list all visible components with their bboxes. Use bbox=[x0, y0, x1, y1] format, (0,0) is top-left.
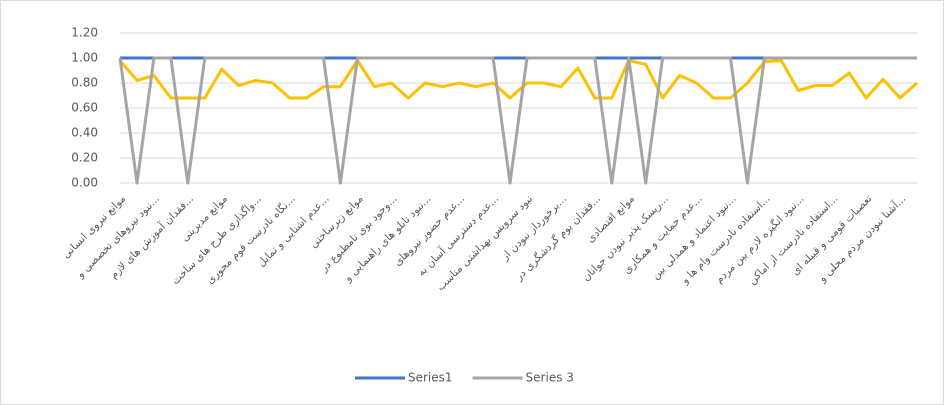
y-tick-label: 0.60 bbox=[71, 101, 98, 115]
y-tick-label: 1.00 bbox=[71, 51, 98, 65]
series-line bbox=[118, 59, 918, 100]
y-tick-label: 0.40 bbox=[71, 126, 98, 140]
series-line bbox=[118, 56, 917, 185]
legend-label: Series1 bbox=[408, 371, 453, 385]
y-tick-label: 0.20 bbox=[71, 151, 98, 165]
y-tick-label: 0.80 bbox=[71, 76, 98, 90]
y-tick-label: 1.20 bbox=[71, 26, 98, 40]
legend-label: Series 3 bbox=[526, 371, 574, 385]
y-tick-label: 0.00 bbox=[71, 176, 98, 190]
